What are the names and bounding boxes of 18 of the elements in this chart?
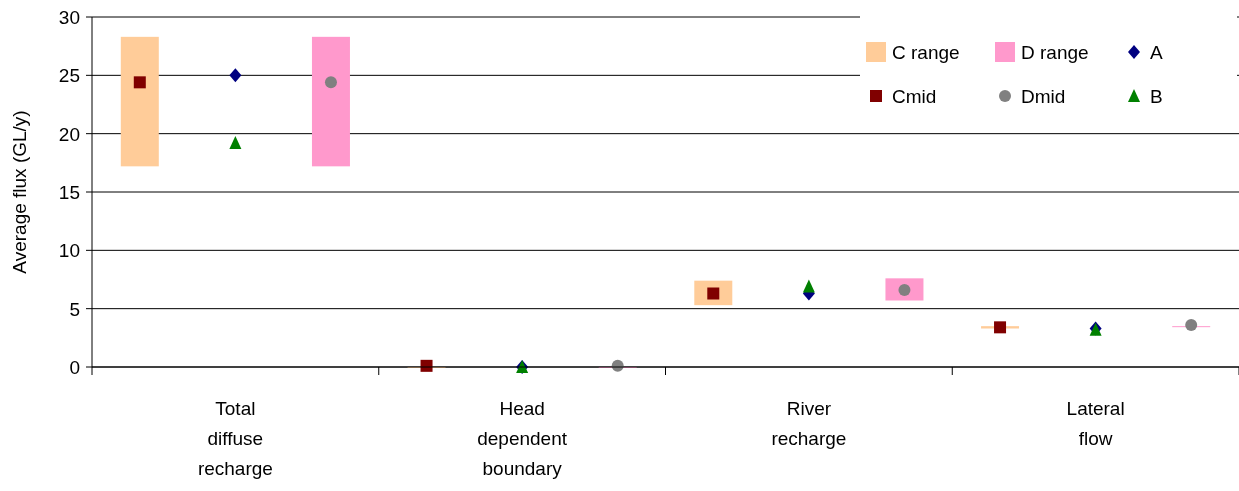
y-tick-label: 15 <box>58 182 80 203</box>
y-tick-label: 10 <box>58 240 80 262</box>
y-tick-label: 25 <box>58 65 80 87</box>
y-axis-title: Average flux (GL/y) <box>9 110 30 274</box>
x-tick-label: Total diffuse recharge <box>197 398 273 479</box>
legend-label: Cmid <box>892 86 937 107</box>
y-tick-label: 0 <box>69 357 80 378</box>
y-tick-label: 5 <box>69 298 80 320</box>
x-tick-label: Lateral flow <box>1066 398 1125 449</box>
x-tick-label: River recharge <box>771 398 847 449</box>
legend-label: C range <box>892 42 960 63</box>
legend-label: D range <box>1021 42 1089 63</box>
legend-label: B <box>1150 86 1163 107</box>
legend-label: A <box>1150 42 1163 63</box>
x-tick-label: Head dependent boundary <box>477 398 568 479</box>
y-tick-label: 30 <box>58 7 80 28</box>
legend-label: Dmid <box>1021 86 1066 107</box>
y-tick-label: 20 <box>58 123 80 145</box>
